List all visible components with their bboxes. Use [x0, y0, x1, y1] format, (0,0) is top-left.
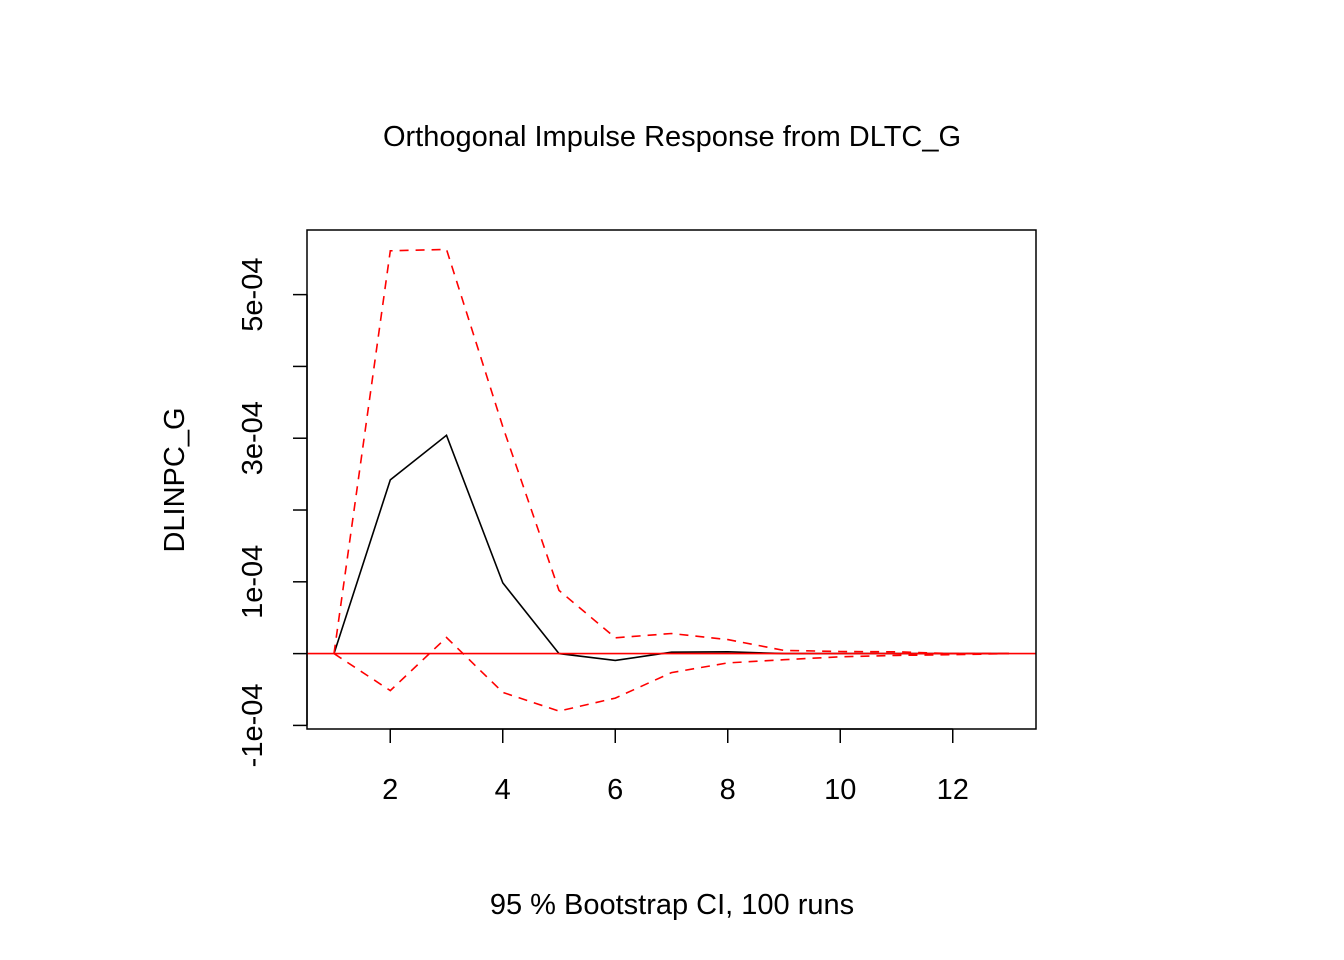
- plot-frame: [306, 229, 1037, 730]
- y-tick-label: 5e-04: [237, 258, 269, 332]
- chart-title: Orthogonal Impulse Response from DLTC_G: [383, 121, 961, 153]
- upper-ci-line: [333, 248, 1009, 655]
- response-line: [333, 433, 1009, 662]
- x-axis-label: 95 % Bootstrap CI, 100 runs: [490, 889, 854, 921]
- plot-area: 2 4 6 8 10 12 -1e-04 1e-04 3e-04 5e-04: [237, 248, 1036, 806]
- x-tick-label: 2: [382, 774, 398, 806]
- x-tick-label: 4: [495, 774, 511, 806]
- x-tick-label: 8: [720, 774, 736, 806]
- y-tick-label: -1e-04: [237, 683, 269, 767]
- x-tick-label: 6: [607, 774, 623, 806]
- x-tick-label: 10: [824, 774, 856, 806]
- y-tick-label: 3e-04: [237, 401, 269, 475]
- lower-ci-line: [333, 636, 1010, 712]
- x-tick-label: 12: [937, 774, 969, 806]
- y-tick-label: 1e-04: [237, 545, 269, 619]
- y-axis-label: DLINPC_G: [159, 407, 191, 552]
